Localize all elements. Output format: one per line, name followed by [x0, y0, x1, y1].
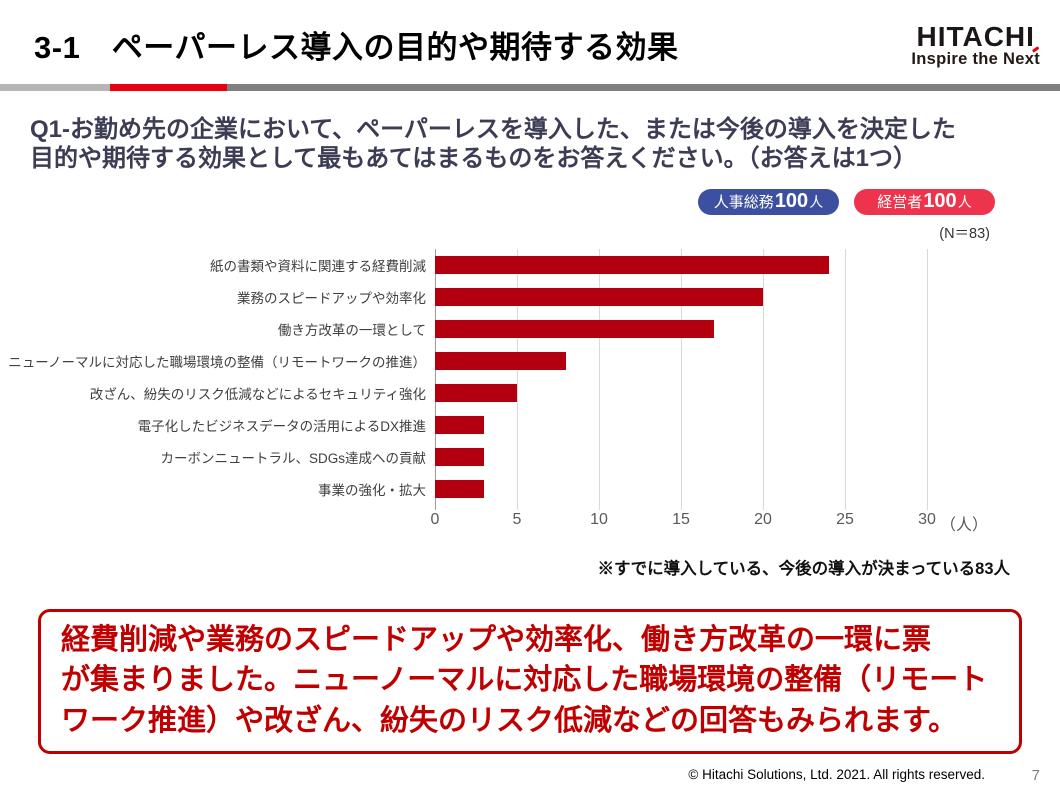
category-label: カーボンニュートラル、SDGs達成への貢献: [160, 450, 426, 466]
summary-line: が集まりました。ニューノーマルに対応した職場環境の整備（リモート: [61, 664, 988, 697]
question-line: 目的や期待する効果として最もあてはまるものをお答えください。（お答えは1つ）: [30, 145, 917, 173]
gridline: [517, 248, 518, 510]
gridline: [845, 248, 846, 510]
bar-row: [435, 249, 927, 281]
bar-row: [435, 409, 927, 441]
bar-chart: 紙の書類や資料に関連する経費削減業務のスピードアップや効率化働き方改革の一環とし…: [0, 248, 1060, 534]
header: 3-1 ペーパーレス導入の目的や期待する効果 HITACHI Inspire t…: [0, 0, 1060, 84]
category-label: 事業の強化・拡大: [318, 482, 426, 498]
badge-label: 経営者: [877, 194, 923, 212]
bar-row: [435, 281, 927, 313]
badge-unit: 人: [809, 193, 824, 210]
category-label: 業務のスピードアップや効率化: [237, 290, 426, 306]
copyright-text: © Hitachi Solutions, Ltd. 2021. All righ…: [688, 767, 985, 782]
chart-area: 紙の書類や資料に関連する経費削減業務のスピードアップや効率化働き方改革の一環とし…: [0, 248, 1060, 510]
gridline: [927, 248, 928, 510]
axis-tick-label: 15: [672, 510, 690, 528]
axis-unit-label: （人）: [940, 516, 989, 534]
category-label: ニューノーマルに対応した職場環境の整備（リモートワークの推進）: [8, 354, 426, 370]
chart-labels: 紙の書類や資料に関連する経費削減業務のスピードアップや効率化働き方改革の一環とし…: [0, 249, 435, 505]
badge-executives: 経営者 100 人: [854, 188, 995, 215]
category-label: 改ざん、紛失のリスク低減などによるセキュリティ強化: [89, 386, 426, 402]
chart-plot: [435, 248, 928, 510]
gridline: [435, 248, 436, 510]
summary-box: 経費削減や業務のスピードアップや効率化、働き方改革の一環に票 が集まりました。ニ…: [38, 608, 1022, 755]
axis-tick-label: 30: [918, 510, 936, 528]
axis-tick-label: 5: [512, 510, 522, 528]
bar: [435, 447, 485, 466]
bar-row: [435, 313, 927, 345]
question-text: Q1-お勤め先の企業において、ペーパーレスを導入した、または今後の導入を決定した…: [30, 115, 1032, 174]
divider-segment-gray-light: [0, 84, 110, 91]
logo-tagline-text: Inspire the Next: [911, 50, 1040, 69]
category-label: 紙の書類や資料に関連する経費削減: [210, 258, 426, 274]
summary-line: 経費削減や業務のスピードアップや効率化、働き方改革の一環に票: [61, 623, 932, 656]
bar: [435, 383, 517, 402]
axis-tick-label: 10: [590, 510, 608, 528]
bar: [435, 479, 485, 498]
badge-hr-general-affairs: 人事総務 100 人: [698, 188, 839, 215]
summary-line: ワーク推進）や改ざん、紛失のリスク低減などの回答もみられます。: [61, 704, 958, 737]
divider-segment-red: [110, 84, 227, 91]
gridline: [681, 248, 682, 510]
category-label: 働き方改革の一環として: [277, 322, 426, 338]
bar-row: [435, 345, 927, 377]
title-divider: [0, 84, 1060, 91]
page-title: 3-1 ペーパーレス導入の目的や期待する効果: [34, 30, 679, 65]
axis-tick-label: 0: [430, 510, 440, 528]
divider-segment-gray-dark: [227, 84, 1060, 91]
gridline: [763, 248, 764, 510]
question-line: Q1-お勤め先の企業において、ペーパーレスを導入した、または今後の導入を決定した: [30, 116, 956, 143]
gridline: [599, 248, 600, 510]
axis-tick-label: 25: [836, 510, 854, 528]
logo-tagline: Inspire the Next: [911, 46, 1040, 69]
badge-unit: 人: [957, 193, 972, 210]
badge-count: 100: [774, 190, 809, 213]
chart-note: ※すでに導入している、今後の導入が決まっている83人: [597, 559, 1010, 578]
bar-row: [435, 377, 927, 409]
page-number: 7: [1031, 767, 1040, 784]
chart-gridlines: [435, 248, 928, 510]
bar-row: [435, 441, 927, 473]
respondent-badges: 人事総務 100 人 経営者 100 人: [0, 188, 995, 215]
chart-axis: 0 5 10 15 20 25 30 （人）: [431, 505, 988, 534]
bar: [435, 319, 714, 338]
bar: [435, 287, 763, 306]
category-label: 電子化したビジネスデータの活用によるDX推進: [137, 418, 426, 434]
logo-wordmark: HITACHI: [916, 21, 1035, 52]
bar: [435, 351, 567, 370]
axis-tick-label: 20: [754, 510, 772, 528]
bar: [435, 255, 829, 274]
sample-size-label: (N＝83): [939, 225, 990, 242]
badge-count: 100: [923, 190, 957, 213]
badge-label: 人事総務: [713, 194, 774, 212]
bar: [435, 415, 485, 434]
bar-row: [435, 473, 927, 505]
hitachi-logo: HITACHI Inspire the Next: [911, 22, 1044, 69]
